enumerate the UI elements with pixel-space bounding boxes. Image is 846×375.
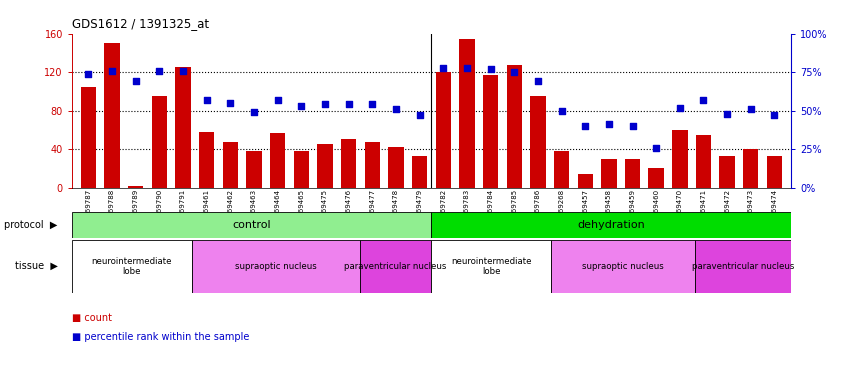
Point: [508, 69, 521, 75]
Point: [82, 71, 96, 77]
Bar: [72, 212, 431, 238]
Bar: [431, 212, 791, 238]
Text: tissue  ▶: tissue ▶: [14, 261, 58, 271]
Bar: [672, 130, 688, 188]
Bar: [552, 240, 695, 292]
Bar: [175, 68, 191, 188]
Point: [365, 102, 379, 108]
Point: [460, 64, 474, 70]
Bar: [530, 96, 546, 188]
Bar: [222, 142, 238, 188]
Point: [555, 108, 569, 114]
Text: neurointermediate
lobe: neurointermediate lobe: [451, 256, 531, 276]
Point: [721, 111, 734, 117]
Bar: [695, 240, 791, 292]
Bar: [388, 147, 404, 188]
Point: [106, 68, 119, 74]
Bar: [294, 151, 309, 188]
Bar: [431, 240, 552, 292]
Point: [697, 97, 711, 103]
Text: ■ count: ■ count: [72, 313, 112, 323]
Bar: [578, 174, 593, 188]
Text: neurointermediate
lobe: neurointermediate lobe: [91, 256, 172, 276]
Bar: [554, 151, 569, 188]
Point: [413, 112, 426, 118]
Point: [200, 97, 213, 103]
Bar: [436, 72, 451, 188]
Point: [318, 102, 332, 108]
Point: [342, 102, 355, 108]
Point: [626, 123, 640, 129]
Bar: [602, 159, 617, 188]
Point: [650, 144, 663, 150]
Point: [271, 97, 284, 103]
Bar: [695, 135, 711, 188]
Bar: [104, 44, 120, 188]
Point: [484, 66, 497, 72]
Text: supraoptic nucleus: supraoptic nucleus: [582, 262, 664, 271]
Bar: [649, 168, 664, 188]
Bar: [743, 149, 759, 188]
Bar: [459, 39, 475, 188]
Bar: [365, 142, 380, 188]
Point: [767, 112, 781, 118]
Bar: [80, 87, 96, 188]
Bar: [625, 159, 640, 188]
Bar: [72, 240, 192, 292]
Bar: [360, 240, 431, 292]
Text: paraventricular nucleus: paraventricular nucleus: [344, 262, 447, 271]
Text: supraoptic nucleus: supraoptic nucleus: [235, 262, 316, 271]
Point: [152, 68, 166, 74]
Bar: [483, 75, 498, 188]
Point: [531, 78, 545, 84]
Bar: [412, 156, 427, 188]
Bar: [507, 64, 522, 188]
Bar: [766, 156, 783, 188]
Bar: [199, 132, 214, 188]
Text: dehydration: dehydration: [577, 220, 645, 230]
Bar: [151, 96, 168, 188]
Bar: [128, 186, 144, 188]
Point: [437, 64, 450, 70]
Point: [294, 103, 308, 109]
Point: [176, 68, 190, 74]
Point: [579, 123, 592, 129]
Point: [602, 122, 616, 128]
Text: control: control: [233, 220, 271, 230]
Bar: [270, 133, 285, 188]
Text: protocol  ▶: protocol ▶: [4, 220, 58, 230]
Point: [673, 105, 687, 111]
Point: [223, 100, 237, 106]
Text: GDS1612 / 1391325_at: GDS1612 / 1391325_at: [72, 17, 209, 30]
Bar: [192, 240, 360, 292]
Point: [744, 106, 757, 112]
Text: ■ percentile rank within the sample: ■ percentile rank within the sample: [72, 332, 250, 342]
Bar: [246, 151, 261, 188]
Point: [129, 78, 142, 84]
Bar: [719, 156, 735, 188]
Point: [247, 109, 261, 115]
Point: [389, 106, 403, 112]
Bar: [317, 144, 332, 188]
Bar: [341, 140, 356, 188]
Text: paraventricular nucleus: paraventricular nucleus: [692, 262, 794, 271]
